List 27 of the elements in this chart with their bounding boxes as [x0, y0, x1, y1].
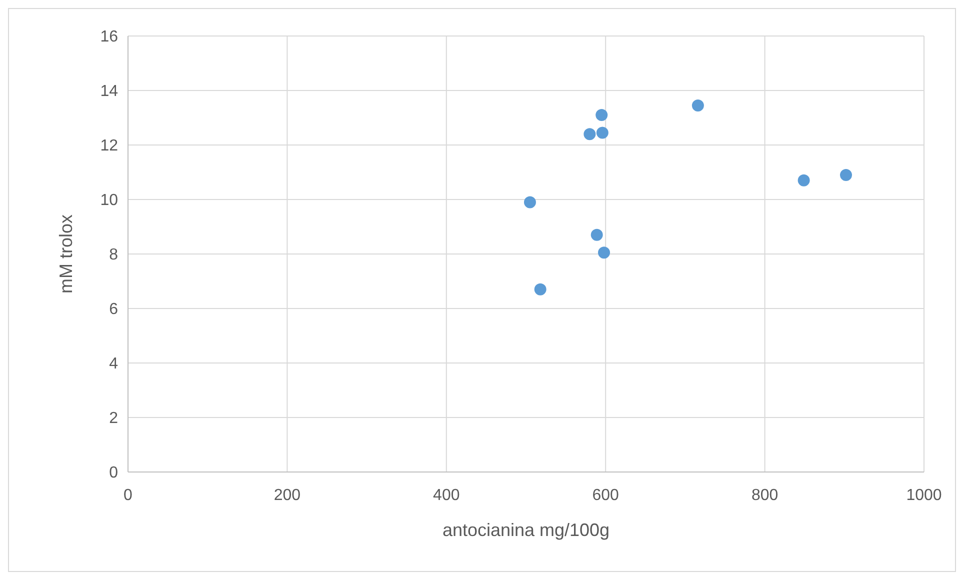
y-tick-label: 12 [100, 138, 118, 155]
x-tick-label: 400 [433, 487, 460, 504]
x-tick-label: 600 [592, 487, 620, 504]
y-axis-title: mM trolox [56, 214, 76, 294]
y-tick-label: 8 [109, 246, 118, 264]
point [596, 126, 608, 139]
point [590, 228, 603, 241]
x-tick-label: 800 [751, 487, 778, 504]
y-tick-label: 0 [109, 464, 118, 482]
y-tick-label: 10 [100, 192, 118, 210]
point [584, 128, 596, 140]
point [692, 100, 704, 112]
x-tick-label: 0 [124, 487, 133, 504]
y-tick-label: 14 [100, 83, 118, 100]
point [524, 196, 536, 208]
x-axis-title: antocianina mg/100g [442, 520, 610, 540]
point [840, 168, 852, 181]
y-tick-label: 4 [109, 356, 118, 373]
y-tick-label: 6 [109, 301, 118, 318]
point [598, 246, 610, 259]
y-tick-label: 2 [109, 410, 118, 428]
point [798, 174, 810, 186]
y-tick-label: 16 [100, 28, 118, 46]
x-tick-label: 1000 [906, 487, 942, 504]
point [596, 109, 608, 122]
point [534, 283, 546, 296]
x-tick-label: 200 [274, 487, 301, 504]
